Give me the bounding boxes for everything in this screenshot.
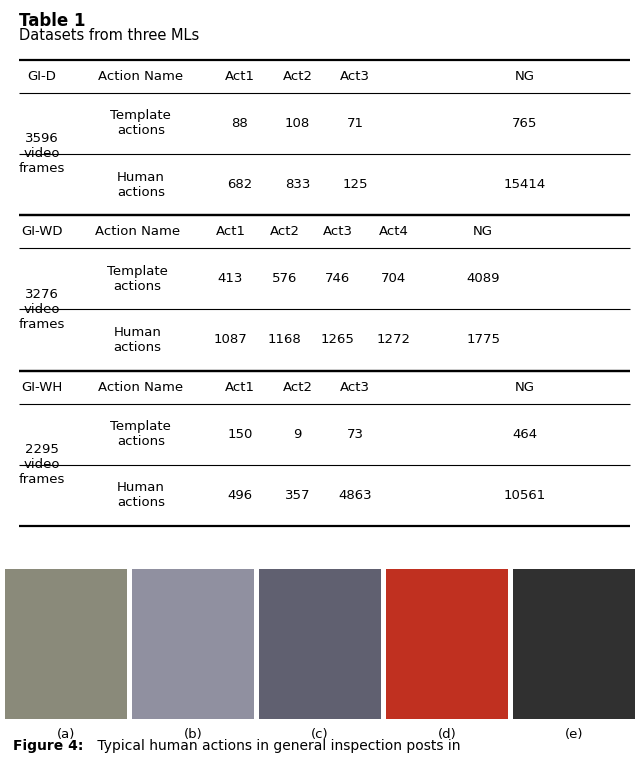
Bar [5, 569, 127, 719]
Text: Template
actions: Template actions [107, 265, 168, 293]
Text: (a): (a) [57, 728, 76, 741]
Text: 704: 704 [381, 273, 406, 285]
Text: 15414: 15414 [504, 178, 546, 191]
Text: 4863: 4863 [339, 489, 372, 502]
Text: 4089: 4089 [467, 273, 500, 285]
Text: 682: 682 [227, 178, 253, 191]
Text: Act2: Act2 [283, 70, 312, 83]
Text: 71: 71 [347, 117, 364, 129]
Text: 3596
video
frames: 3596 video frames [19, 132, 65, 176]
Text: GI-WD: GI-WD [21, 225, 62, 238]
Text: NG: NG [473, 225, 493, 238]
Text: Act2: Act2 [283, 381, 312, 394]
Text: 357: 357 [285, 489, 310, 502]
Text: 10561: 10561 [504, 489, 546, 502]
Text: Figure 4:: Figure 4: [13, 739, 83, 752]
Bar [513, 569, 635, 719]
Text: Template
actions: Template actions [110, 109, 172, 137]
Bar [132, 569, 254, 719]
Text: 765: 765 [512, 117, 538, 129]
Text: 464: 464 [512, 428, 538, 441]
Bar [386, 569, 508, 719]
Text: 9: 9 [293, 428, 302, 441]
Text: Act2: Act2 [270, 225, 300, 238]
Text: 125: 125 [342, 178, 368, 191]
Text: (e): (e) [564, 728, 583, 741]
Text: Action Name: Action Name [95, 225, 180, 238]
Text: GI-D: GI-D [27, 70, 56, 83]
Text: 496: 496 [227, 489, 253, 502]
Text: 3276
video
frames: 3276 video frames [19, 288, 65, 331]
Text: Act1: Act1 [216, 225, 245, 238]
Text: NG: NG [515, 381, 535, 394]
Text: 746: 746 [325, 273, 351, 285]
Text: Act3: Act3 [323, 225, 353, 238]
Text: 88: 88 [232, 117, 248, 129]
Text: Act1: Act1 [225, 70, 255, 83]
Text: 1168: 1168 [268, 333, 301, 347]
Bar [259, 569, 381, 719]
Text: 833: 833 [285, 178, 310, 191]
Text: Human
actions: Human actions [114, 326, 161, 354]
Text: (d): (d) [438, 728, 456, 741]
Text: 2295
video
frames: 2295 video frames [19, 444, 65, 486]
Text: 1775: 1775 [466, 333, 500, 347]
Text: Human
actions: Human actions [117, 170, 165, 198]
Text: Template
actions: Template actions [110, 420, 172, 448]
Text: Action Name: Action Name [98, 381, 184, 394]
Text: Action Name: Action Name [98, 70, 184, 83]
Text: 73: 73 [347, 428, 364, 441]
Text: Human
actions: Human actions [117, 481, 165, 509]
Text: NG: NG [515, 70, 535, 83]
Text: 576: 576 [272, 273, 298, 285]
Text: 108: 108 [285, 117, 310, 129]
Text: Act1: Act1 [225, 381, 255, 394]
Text: Act3: Act3 [340, 381, 370, 394]
Text: 150: 150 [227, 428, 253, 441]
Text: (c): (c) [311, 728, 329, 741]
Text: GI-WH: GI-WH [21, 381, 62, 394]
Text: Act3: Act3 [340, 70, 370, 83]
Text: (b): (b) [184, 728, 202, 741]
Text: 413: 413 [218, 273, 243, 285]
Text: 1272: 1272 [376, 333, 411, 347]
Text: 1265: 1265 [321, 333, 355, 347]
Text: 1087: 1087 [214, 333, 247, 347]
Text: Typical human actions in general inspection posts in: Typical human actions in general inspect… [93, 739, 460, 752]
Text: Act4: Act4 [379, 225, 408, 238]
Text: Table 1: Table 1 [19, 12, 86, 30]
Text: Datasets from three MLs: Datasets from three MLs [19, 28, 200, 42]
